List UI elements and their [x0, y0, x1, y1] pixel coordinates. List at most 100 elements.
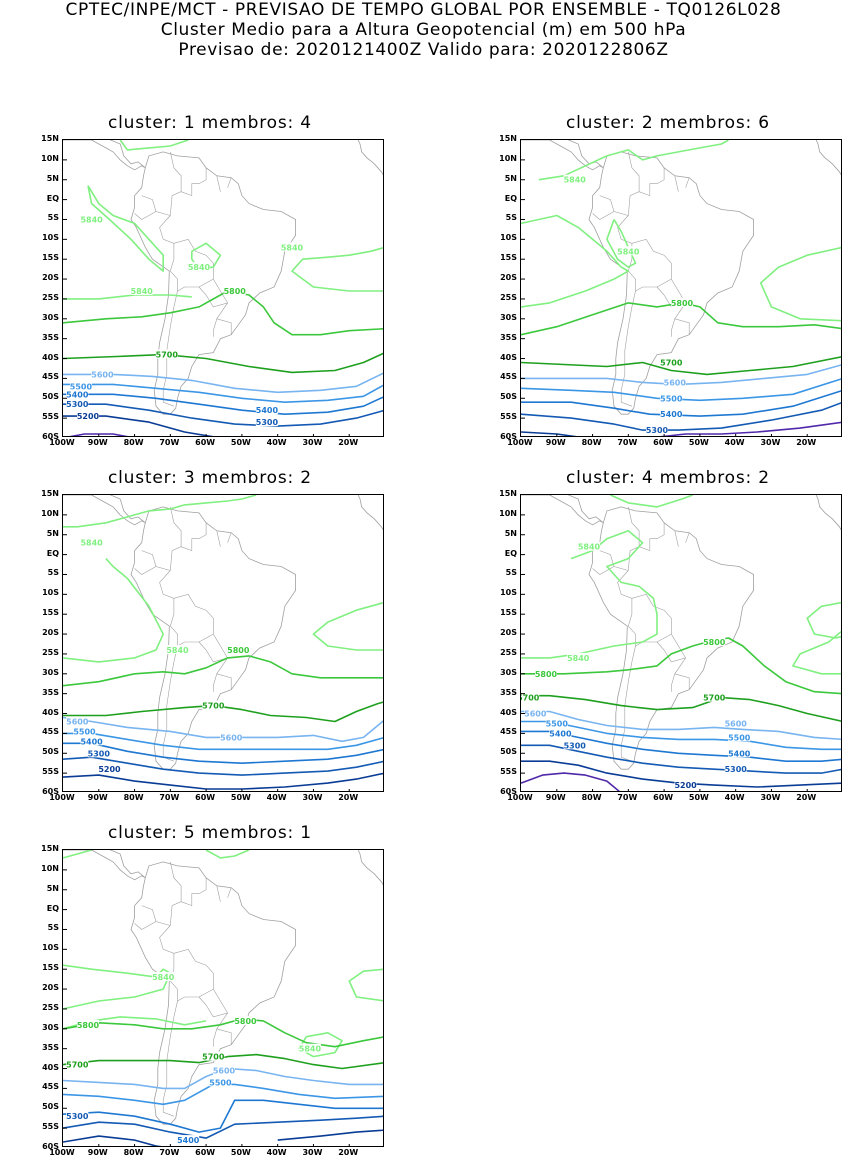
country-border [180, 877, 207, 907]
contour-label: 5700 [202, 702, 225, 711]
lat-tick-label: EQ [504, 193, 517, 203]
country-border [170, 151, 182, 216]
country-border [638, 167, 665, 197]
contour-label: 5500 [73, 727, 96, 736]
lat-tick-label: 5N [46, 883, 59, 893]
lon-tick-label: 30W [760, 438, 781, 447]
south-america-coastline [130, 506, 297, 770]
country-border [213, 657, 228, 692]
lon-tick-label: 70W [617, 793, 638, 802]
lat-tick-label: 50S [42, 747, 59, 757]
contour-5840 [521, 214, 630, 308]
lat-tick-label: 45S [42, 372, 59, 382]
map-canvas: 5840 5840 5800 5700 5600 5500 5400 5300 [521, 140, 841, 436]
country-border [170, 861, 182, 926]
contour-5300 [521, 402, 841, 431]
contour-label-bg [66, 1059, 89, 1069]
lat-tick-label: 30S [42, 667, 59, 677]
lat-tick-label: 40S [42, 352, 59, 362]
contour-5800 [63, 1018, 383, 1048]
country-border [141, 905, 171, 926]
panel-title: cluster: 1 membros: 4 [108, 113, 312, 133]
contour-label: 5500 [70, 382, 93, 391]
country-border [628, 151, 640, 216]
contour-label-bg [724, 764, 747, 774]
country-border [198, 988, 229, 1018]
lat-tick-label: 25S [42, 292, 59, 302]
contour-label-bg [66, 389, 89, 399]
contour-5500 [63, 383, 383, 404]
country-border [617, 570, 633, 627]
contour-5200 [521, 431, 577, 436]
lat-tick-label: 50S [42, 392, 59, 402]
contour-label-bg [130, 286, 153, 295]
country-border [685, 177, 690, 188]
contour-label-bg [202, 1051, 225, 1061]
country-border [631, 593, 672, 635]
country-border [656, 633, 687, 663]
contour-5840 [291, 247, 383, 292]
lat-tick-label: 40S [42, 707, 59, 717]
country-border [141, 195, 171, 216]
country-border [198, 278, 229, 308]
country-border [631, 238, 672, 280]
country-border [216, 175, 221, 192]
header-subtitle: Cluster Medio para a Altura Geopotencial… [160, 20, 687, 40]
lat-tick-label: 20S [42, 628, 59, 638]
contour-5700 [63, 701, 383, 723]
contour-label-bg [728, 732, 751, 742]
contour-label: 5200 [674, 781, 697, 790]
contour-label: 5500 [209, 1078, 232, 1087]
country-border [141, 550, 171, 571]
contour-label: 5400 [549, 729, 572, 738]
lat-tick-label: 35S [500, 332, 517, 342]
contour-label-bg [177, 1135, 200, 1145]
header-title: CPTEC/INPE/MCT - PREVISAO DE TEMPO GLOBA… [65, 0, 782, 20]
contour-label: 5300 [646, 426, 669, 435]
country-border [638, 522, 665, 552]
lon-tick-label: 60W [195, 438, 216, 447]
lon-tick-label: 80W [581, 438, 602, 447]
lat-tick-label: 35S [42, 687, 59, 697]
lat-tick-label: 15S [42, 253, 59, 263]
contour-label: 5500 [546, 720, 569, 729]
contour-label: 5400 [80, 737, 103, 746]
central-america-coastline [63, 495, 146, 526]
contour-label-bg [535, 668, 557, 678]
geopotential-map: 5840 5840 5800 5700 5600 5500 5600 5400 5300 5200 [62, 494, 384, 792]
country-border [213, 1012, 228, 1047]
contour-label: 5500 [728, 733, 751, 742]
header-dates: Previsao de: 2020121400Z Valido para: 20… [178, 40, 669, 60]
lat-tick-label: 55S [42, 412, 59, 422]
lat-tick-label: 50S [42, 1102, 59, 1112]
central-america-coastline [521, 140, 604, 171]
contour-5600 [63, 372, 383, 394]
lat-tick-label: 60S [42, 432, 59, 441]
contour-5840 [63, 964, 172, 1010]
contour-label: 5600 [524, 710, 547, 719]
lat-tick-label: 20S [42, 983, 59, 993]
country-border [685, 532, 690, 543]
lon-tick-label: 80W [123, 793, 144, 802]
country-border [170, 506, 182, 571]
contour-5840 [191, 242, 222, 270]
lat-tick-label: 10N [499, 153, 517, 163]
contour-label-bg [545, 718, 568, 728]
contour-label: 5840 [564, 176, 587, 185]
contour-label-bg [255, 417, 278, 427]
lat-tick-label: 55S [500, 412, 517, 422]
contour-label: 5400 [660, 410, 683, 419]
contour-label: 5300 [564, 741, 587, 750]
geopotential-map: 5840 5840 5800 5700 5600 5500 5400 5300 [520, 139, 842, 437]
contour-label-bg [66, 1111, 89, 1121]
contour-label-bg [73, 726, 96, 736]
south-america-coastline [588, 151, 755, 415]
lat-tick-label: 10N [499, 508, 517, 518]
country-border [213, 302, 228, 337]
contour-label-bg [703, 637, 726, 646]
lat-tick-label: 15S [500, 608, 517, 618]
contour-5800 [63, 290, 383, 336]
country-border [216, 530, 221, 547]
contour-label-bg [578, 541, 600, 551]
lat-tick-label: 45S [500, 727, 517, 737]
